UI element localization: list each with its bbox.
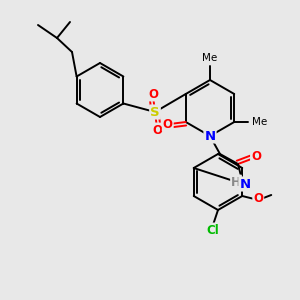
Text: S: S (150, 106, 160, 118)
Text: O: O (152, 124, 162, 136)
Text: O: O (163, 118, 173, 130)
Text: Me: Me (202, 53, 217, 63)
Text: H: H (231, 176, 241, 188)
Text: Me: Me (252, 117, 268, 127)
Text: N: N (204, 130, 216, 142)
Text: O: O (253, 193, 263, 206)
Text: O: O (251, 149, 261, 163)
Text: Cl: Cl (207, 224, 219, 236)
Text: O: O (148, 88, 158, 100)
Text: N: N (239, 178, 250, 190)
